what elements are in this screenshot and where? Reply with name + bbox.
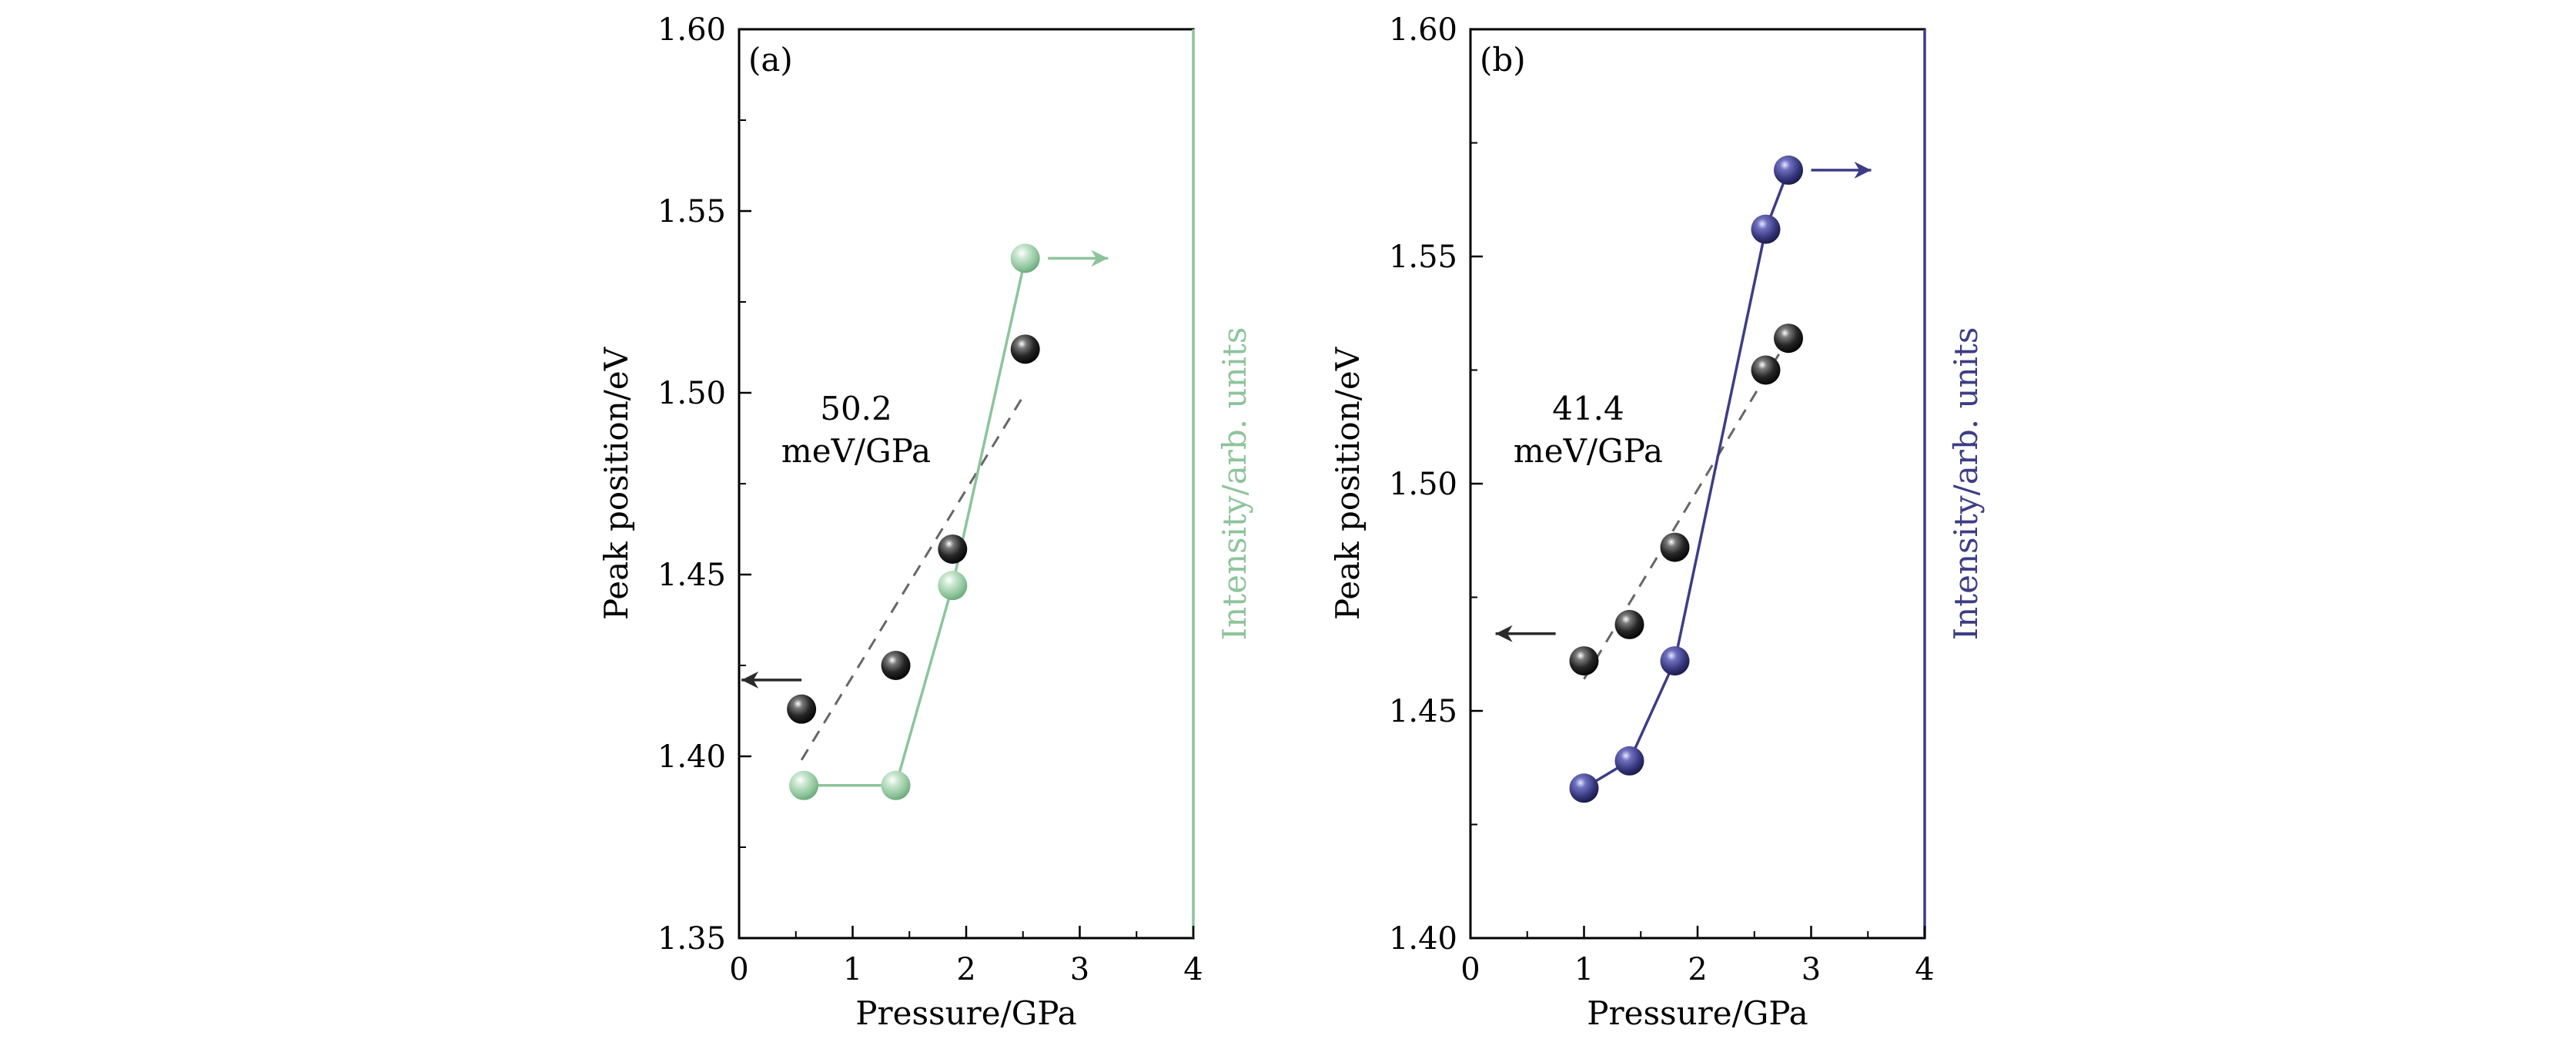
left-arrow-head xyxy=(741,671,759,689)
intensity-point xyxy=(1614,746,1644,776)
peak-point xyxy=(1774,323,1803,354)
y-tick-label: 1.50 xyxy=(657,376,726,411)
tick-marks xyxy=(738,28,1195,940)
tick-labels: 0 1 2 3 4 1.35 1.40 1.45 1.50 1.55 1.60 xyxy=(657,12,1203,987)
x-tick-label: 0 xyxy=(1460,952,1480,987)
y-tick-label: 1.40 xyxy=(1389,921,1457,957)
peak-point xyxy=(787,694,817,724)
panel-label: (b) xyxy=(1480,41,1526,79)
intensity-line xyxy=(804,257,1027,787)
x-tick-label: 2 xyxy=(1688,952,1707,987)
slope-value: 50.2 xyxy=(820,390,892,427)
panel-a: 0 1 2 3 4 1.35 1.40 1.45 1.50 1.55 1.60 … xyxy=(597,12,1253,1032)
y2-axis-label: Intensity/arb. units xyxy=(1216,327,1253,641)
x-axis-label: Pressure/GPa xyxy=(855,994,1076,1032)
right-arrow-head xyxy=(1091,250,1109,267)
intensity-point xyxy=(938,571,968,601)
plot-frame xyxy=(738,28,1195,940)
tick-labels: 0 1 2 3 4 1.40 1.45 1.50 1.55 1.60 xyxy=(1389,12,1935,987)
peak-point xyxy=(1751,355,1781,385)
y-axis-label: Peak position/eV xyxy=(597,347,635,620)
intensity-point xyxy=(881,770,911,800)
data-marks xyxy=(741,243,1109,800)
intensity-point xyxy=(789,770,819,800)
tick-marks xyxy=(1469,28,1926,940)
y-tick-label: 1.40 xyxy=(657,739,726,775)
intensity-point xyxy=(1569,773,1599,803)
intensity-point xyxy=(1660,646,1690,676)
y-tick-label: 1.35 xyxy=(657,921,726,957)
peak-point xyxy=(938,534,968,564)
linear-fit-line xyxy=(800,392,1026,761)
x-tick-label: 4 xyxy=(1183,952,1203,987)
x-tick-label: 1 xyxy=(1574,952,1594,987)
peak-point xyxy=(1569,646,1599,676)
x-tick-label: 2 xyxy=(956,952,975,987)
y-axis-label: Peak position/eV xyxy=(1329,347,1367,620)
right-arrow-head xyxy=(1854,161,1872,179)
x-tick-label: 3 xyxy=(1802,952,1821,987)
y-tick-label: 1.50 xyxy=(1389,467,1457,502)
intensity-line xyxy=(1583,169,1790,789)
panel-b: 0 1 2 3 4 1.40 1.45 1.50 1.55 1.60 Press… xyxy=(1329,12,1985,1032)
intensity-point xyxy=(1010,243,1040,273)
x-tick-label: 4 xyxy=(1915,952,1934,987)
data-marks xyxy=(1495,155,1872,803)
slope-value: 41.4 xyxy=(1552,390,1624,427)
y-tick-label: 1.60 xyxy=(1389,12,1457,48)
peak-point xyxy=(881,651,911,680)
intensity-point xyxy=(1774,155,1803,185)
peak-point xyxy=(1614,609,1644,639)
y-tick-label: 1.55 xyxy=(657,194,726,230)
panel-label: (a) xyxy=(748,41,793,79)
y-tick-label: 1.60 xyxy=(657,12,726,48)
x-tick-label: 3 xyxy=(1070,952,1089,987)
x-tick-label: 1 xyxy=(843,952,862,987)
x-tick-label: 0 xyxy=(729,952,748,987)
peak-point xyxy=(1660,532,1690,562)
peak-point xyxy=(1010,334,1040,364)
plot-frame xyxy=(1469,28,1926,940)
slope-unit: meV/GPa xyxy=(781,432,931,470)
left-arrow-head xyxy=(1495,625,1513,642)
intensity-point xyxy=(1751,214,1781,244)
y-tick-label: 1.45 xyxy=(1389,694,1457,729)
slope-unit: meV/GPa xyxy=(1514,432,1663,470)
y2-axis-label: Intensity/arb. units xyxy=(1947,327,1985,641)
x-axis-label: Pressure/GPa xyxy=(1587,994,1808,1032)
y-tick-label: 1.45 xyxy=(657,558,726,593)
y-tick-label: 1.55 xyxy=(1389,240,1457,275)
